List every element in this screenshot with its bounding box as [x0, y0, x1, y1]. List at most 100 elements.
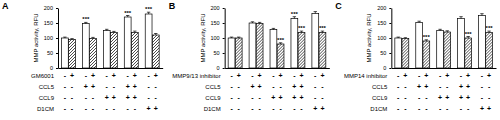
conditions-table: MMP14 inhibitor-+-+-+-+-+CCL5--++--++--C…	[344, 72, 491, 112]
condition-sign: -	[272, 83, 275, 90]
bar	[298, 33, 305, 68]
y-tick-mark	[56, 38, 58, 39]
y-tick-mark	[56, 68, 58, 69]
condition-sign: -	[279, 83, 282, 90]
condition-sign: +	[133, 94, 137, 101]
condition-sign: +	[258, 83, 262, 90]
panel-title: A	[2, 1, 9, 11]
significance: ***	[145, 6, 153, 12]
panel-title: C	[335, 1, 342, 11]
significance: ***	[486, 25, 494, 31]
error-bar	[133, 31, 136, 32]
bars	[395, 14, 493, 68]
y-axis-line	[391, 9, 392, 69]
condition-sign: +	[237, 72, 241, 79]
condition-sign: +	[487, 72, 491, 79]
condition-sign: -	[230, 83, 233, 90]
error-bar	[321, 31, 324, 32]
condition-sign: -	[439, 105, 442, 112]
condition-sign: +	[91, 72, 95, 79]
y-tick-mark	[389, 8, 391, 9]
condition-sign: -	[460, 72, 463, 79]
error-bar	[91, 37, 94, 38]
condition-sign: +	[292, 94, 296, 101]
condition-sign: -	[481, 94, 484, 101]
y-tick: 200	[210, 5, 224, 11]
annotations: *********	[82, 6, 152, 22]
condition-sign: +	[424, 72, 428, 79]
condition-sign: -	[92, 94, 95, 101]
condition-sign: -	[85, 105, 88, 112]
bar	[249, 23, 256, 68]
bar	[423, 41, 430, 68]
condition-label: CCL5	[205, 84, 221, 90]
y-tick-mark	[223, 68, 225, 69]
condition-sign: -	[293, 72, 296, 79]
bar	[256, 24, 263, 68]
condition-sign: +	[417, 83, 421, 90]
condition-sign: -	[230, 94, 233, 101]
bar	[69, 40, 76, 69]
condition-sign: -	[439, 72, 442, 79]
condition-sign: -	[251, 72, 254, 79]
condition-sign: +	[147, 105, 151, 112]
y-tick: 50	[380, 50, 391, 56]
y-tick: 150	[44, 20, 58, 26]
condition-sign: -	[397, 94, 400, 101]
condition-sign: -	[425, 94, 428, 101]
condition-label: CCL9	[372, 95, 388, 101]
bar	[444, 32, 451, 68]
significance: ***	[124, 10, 132, 16]
y-axis-line	[225, 9, 226, 69]
error-bar	[230, 37, 233, 39]
error-bar	[154, 34, 157, 36]
error-bar	[314, 12, 317, 14]
condition-label: CCL9	[205, 95, 221, 101]
condition-sign: +	[466, 94, 470, 101]
condition-sign: -	[272, 105, 275, 112]
condition-sign: -	[488, 83, 491, 90]
condition-sign: -	[446, 83, 449, 90]
condition-sign: -	[85, 72, 88, 79]
significance: ***	[277, 37, 285, 43]
y-tick: 0	[383, 65, 391, 71]
bar	[145, 14, 152, 68]
error-bar	[237, 37, 240, 39]
bar	[486, 33, 493, 68]
condition-sign: -	[64, 72, 67, 79]
x-axis-line	[59, 68, 164, 69]
significance: ***	[423, 34, 431, 40]
condition-sign: +	[84, 83, 88, 90]
condition-sign: -	[314, 94, 317, 101]
condition-sign: +	[424, 83, 428, 90]
bar	[416, 22, 423, 68]
condition-sign: -	[397, 72, 400, 79]
condition-sign: -	[418, 94, 421, 101]
condition-sign: +	[445, 72, 449, 79]
condition-sign: +	[299, 94, 303, 101]
y-tick-mark	[223, 53, 225, 54]
condition-sign: -	[71, 83, 74, 90]
x-axis-line	[225, 68, 330, 69]
annotations: *********	[423, 25, 493, 40]
condition-sign: -	[404, 94, 407, 101]
y-tick: 150	[377, 20, 391, 26]
y-tick-label: 100	[44, 35, 53, 41]
condition-sign: +	[279, 72, 283, 79]
y-tick: 150	[210, 20, 224, 26]
bar	[270, 30, 277, 68]
error-bar	[293, 17, 296, 19]
condition-sign: -	[85, 94, 88, 101]
condition-sign: -	[272, 72, 275, 79]
condition-sign: +	[459, 83, 463, 90]
condition-sign: -	[321, 83, 324, 90]
error-bar	[459, 17, 462, 19]
condition-sign: -	[293, 105, 296, 112]
condition-sign: +	[154, 72, 158, 79]
condition-sign: -	[106, 105, 109, 112]
bar	[131, 33, 138, 68]
y-tick-label: 50	[47, 50, 53, 56]
condition-sign: -	[71, 105, 74, 112]
y-tick-mark	[389, 53, 391, 54]
condition-sign: +	[250, 83, 254, 90]
